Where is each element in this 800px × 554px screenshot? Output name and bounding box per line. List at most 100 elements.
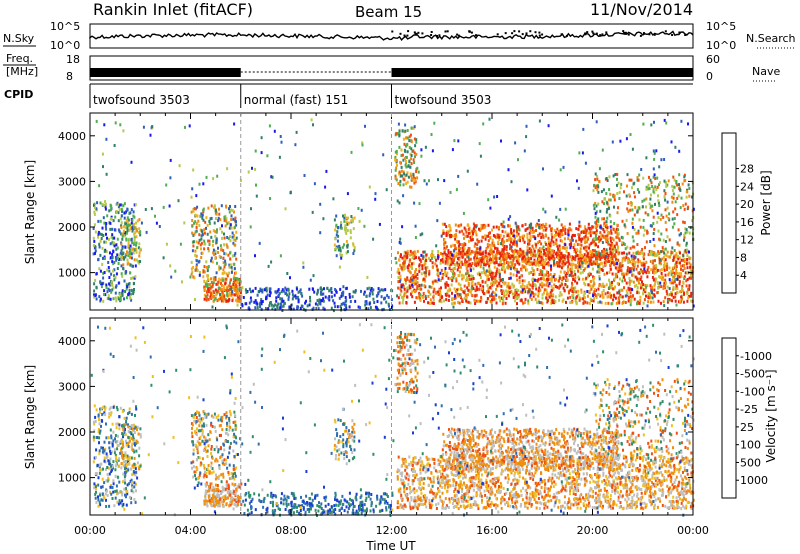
cpid-strip: CPID twofsound 3503 normal (fast) 151 twof… (4, 83, 693, 108)
data-cell (423, 263, 426, 267)
data-cell (487, 239, 490, 243)
data-cell (675, 265, 678, 268)
data-cell (515, 243, 518, 247)
data-cell (126, 216, 129, 220)
data-cell (487, 270, 490, 274)
data-cell (643, 298, 646, 302)
data-cell (581, 151, 584, 155)
data-cell (339, 304, 342, 308)
data-cell (259, 305, 262, 309)
data-cell (217, 216, 220, 220)
data-cell (662, 300, 665, 304)
data-cell (572, 296, 575, 300)
data-cell (468, 274, 470, 278)
data-cell (113, 261, 116, 264)
data-cell (418, 295, 421, 299)
data-cell (603, 285, 606, 288)
data-cell (621, 264, 624, 267)
data-cell (656, 268, 659, 272)
data-cell (496, 267, 499, 271)
data-cell (590, 241, 593, 245)
data-cell (425, 269, 428, 273)
date-label: 11/Nov/2014 (590, 0, 693, 19)
data-cell (575, 296, 578, 300)
data-cell (668, 278, 671, 282)
data-cell (599, 300, 602, 304)
data-cell (212, 229, 215, 233)
data-cell (657, 229, 660, 233)
data-cell (671, 189, 674, 192)
data-cell (686, 299, 689, 303)
data-cell (239, 299, 242, 303)
data-cell (415, 296, 418, 300)
data-cell (414, 155, 416, 159)
data-cell (394, 155, 397, 159)
data-cell (213, 221, 216, 225)
data-cell (548, 251, 551, 255)
data-cell (466, 251, 469, 254)
data-cell (219, 266, 222, 270)
data-cell (673, 217, 676, 220)
data-cell (508, 286, 511, 290)
data-cell (598, 255, 601, 258)
data-cell (642, 225, 645, 229)
data-cell (211, 305, 214, 309)
data-cell (626, 269, 629, 273)
data-cell (284, 207, 287, 211)
data-cell (654, 270, 657, 274)
data-cell (503, 244, 506, 248)
data-cell (380, 295, 383, 299)
data-cell (107, 287, 110, 291)
data-cell (231, 209, 234, 212)
data-cell (476, 272, 479, 276)
data-cell (270, 303, 273, 307)
data-cell (463, 263, 466, 267)
data-cell (526, 236, 529, 240)
data-cell (675, 268, 678, 272)
data-cell (204, 288, 207, 292)
data-cell (672, 258, 675, 262)
data-cell (644, 246, 646, 250)
data-cell (648, 249, 651, 253)
data-cell (540, 263, 543, 266)
data-cell (204, 220, 207, 224)
data-cell (478, 142, 481, 146)
data-cell (224, 259, 227, 263)
data-cell (343, 226, 346, 230)
data-cell (126, 250, 128, 254)
data-cell (666, 262, 669, 266)
data-cell (554, 262, 557, 266)
data-cell (509, 247, 511, 251)
data-cell (260, 151, 263, 155)
data-cell (446, 289, 449, 293)
data-cell (305, 299, 307, 303)
data-cell (327, 296, 330, 300)
data-cell (498, 284, 501, 288)
data-cell (538, 247, 541, 251)
data-cell (476, 247, 479, 251)
data-cell (516, 251, 519, 255)
data-cell (577, 275, 580, 279)
data-cell (179, 242, 182, 246)
data-cell (631, 288, 634, 292)
data-cell (542, 207, 545, 211)
data-cell (626, 245, 629, 249)
data-cell (598, 263, 601, 267)
data-cell (410, 177, 413, 181)
nsky-tick-top: 10^5 (50, 20, 80, 33)
data-cell (493, 275, 496, 279)
data-cell (114, 496, 117, 500)
data-cell (202, 269, 205, 273)
data-cell (576, 266, 579, 270)
data-cell (613, 205, 615, 209)
data-cell (110, 280, 113, 284)
data-cell (229, 251, 231, 255)
data-cell (537, 241, 540, 245)
data-cell (445, 298, 448, 302)
data-cell (650, 123, 653, 127)
data-cell (123, 297, 125, 301)
data-cell (279, 254, 282, 258)
data-cell (441, 274, 444, 278)
data-cell (474, 294, 477, 298)
data-cell (582, 301, 585, 305)
